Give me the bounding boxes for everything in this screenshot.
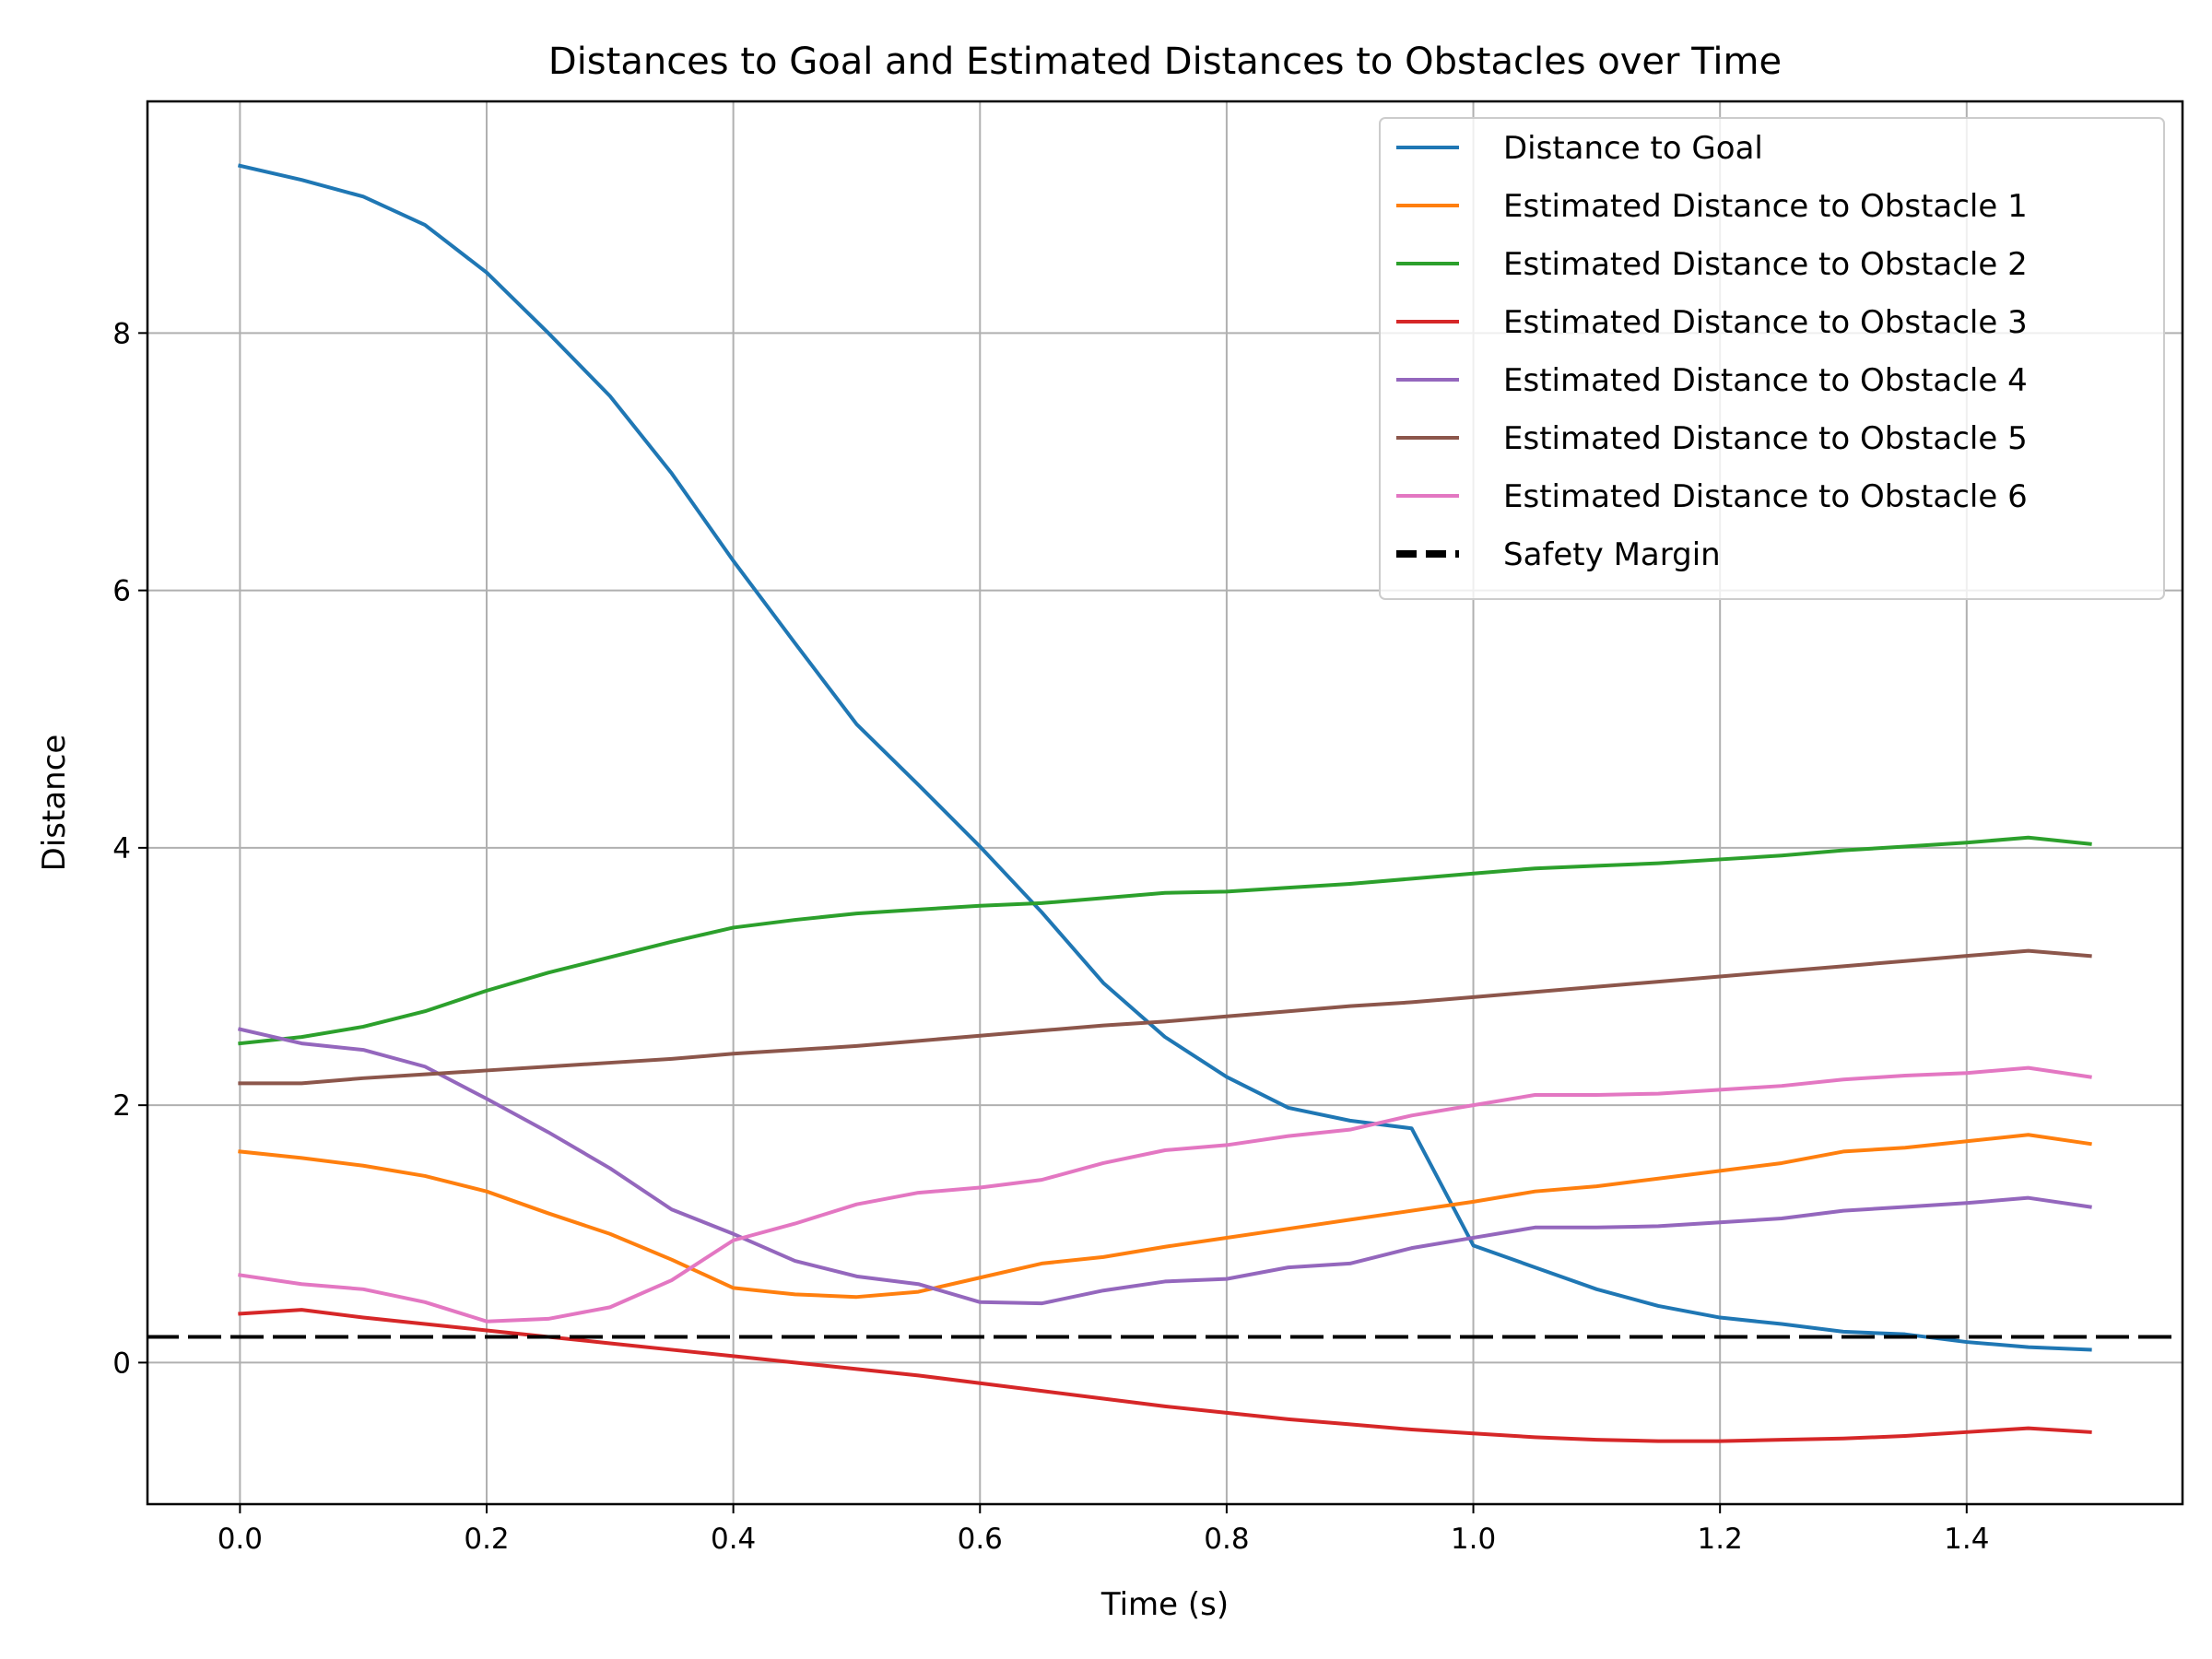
chart-title: Distances to Goal and Estimated Distance… xyxy=(548,41,1782,83)
y-tick-label-4: 8 xyxy=(112,317,131,350)
legend-box xyxy=(1379,117,2165,600)
x-tick-label-5: 1.0 xyxy=(1451,1523,1496,1556)
y-tick-label-1: 2 xyxy=(112,1089,131,1123)
legend-label-5: Estimated Distance to Obstacle 5 xyxy=(1503,420,2028,457)
x-tick-label-6: 1.2 xyxy=(1698,1523,1743,1556)
series-line-0 xyxy=(237,163,2092,1352)
x-tick-label-1: 0.2 xyxy=(464,1523,509,1556)
y-tick-label-0: 0 xyxy=(112,1347,131,1380)
ticks: 0.0 0.2 0.4 0.6 0.8 1.0 1.2 1.4 0 2 4 6 8 xyxy=(112,317,1989,1556)
y-tick-label-2: 4 xyxy=(112,832,131,865)
x-axis-title: Time (s) xyxy=(1100,1586,1229,1623)
plot-area xyxy=(147,163,2183,1443)
x-tick-label-0: 0.0 xyxy=(218,1523,263,1556)
legend: Distance to Goal Estimated Distance to Ob… xyxy=(1379,117,2165,600)
x-tick-label-3: 0.6 xyxy=(958,1523,1003,1556)
y-tick-label-3: 6 xyxy=(112,575,131,608)
x-tick-label-7: 1.4 xyxy=(1944,1523,1989,1556)
legend-label-7: Safety Margin xyxy=(1503,536,1721,573)
legend-label-1: Estimated Distance to Obstacle 1 xyxy=(1503,188,2028,225)
x-tick-label-4: 0.8 xyxy=(1204,1523,1249,1556)
legend-label-2: Estimated Distance to Obstacle 2 xyxy=(1503,246,2028,283)
legend-label-0: Distance to Goal xyxy=(1503,130,1763,167)
series-line-4 xyxy=(237,1027,2092,1306)
y-axis-title: Distance xyxy=(36,735,73,872)
series-line-1 xyxy=(238,1133,2092,1300)
series-line-6 xyxy=(238,1065,2092,1324)
legend-label-4: Estimated Distance to Obstacle 4 xyxy=(1503,362,2028,399)
axes-frame xyxy=(146,100,2184,1506)
legend-label-3: Estimated Distance to Obstacle 3 xyxy=(1503,304,2028,341)
series-line-5 xyxy=(238,948,2092,1086)
series-line-2 xyxy=(238,835,2092,1046)
x-tick-label-2: 0.4 xyxy=(711,1523,756,1556)
legend-label-6: Estimated Distance to Obstacle 6 xyxy=(1503,478,2028,515)
